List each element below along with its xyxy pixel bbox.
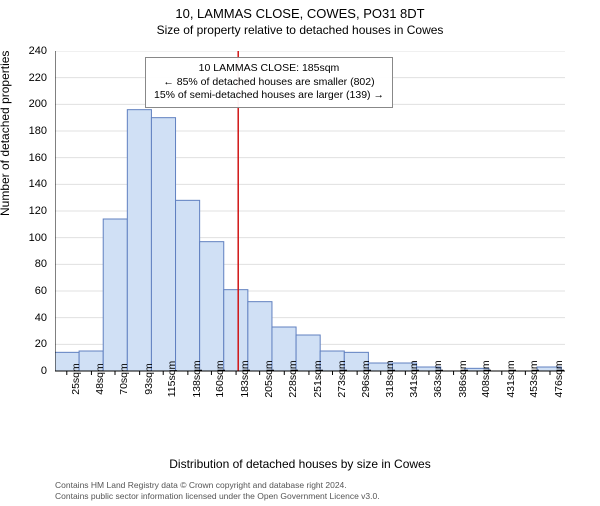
xtick-label: 115sqm (166, 361, 178, 398)
xtick-label: 453sqm (528, 360, 540, 397)
ytick-label: 0 (17, 365, 47, 377)
xtick-label: 205sqm (263, 360, 275, 397)
annotation-line-3: 15% of semi-detached houses are larger (… (154, 89, 384, 103)
xtick-label: 138sqm (191, 360, 203, 397)
x-axis-label: Distribution of detached houses by size … (0, 457, 600, 471)
xtick-label: 273sqm (336, 360, 348, 397)
chart-area: 10 LAMMAS CLOSE: 185sqm ← 85% of detache… (55, 51, 565, 426)
annotation-box: 10 LAMMAS CLOSE: 185sqm ← 85% of detache… (145, 57, 393, 108)
ytick-label: 100 (17, 232, 47, 244)
xtick-label: 363sqm (432, 360, 444, 397)
xtick-label: 476sqm (553, 360, 565, 397)
footer-attribution: Contains HM Land Registry data © Crown c… (55, 480, 580, 502)
ytick-label: 180 (17, 125, 47, 137)
annotation-line-1: 10 LAMMAS CLOSE: 185sqm (154, 62, 384, 76)
xtick-label: 251sqm (312, 360, 324, 397)
xtick-label: 183sqm (239, 360, 251, 397)
ytick-label: 200 (17, 98, 47, 110)
xtick-label: 48sqm (94, 363, 106, 395)
xtick-label: 431sqm (505, 360, 517, 397)
xtick-label: 296sqm (360, 360, 372, 397)
ytick-label: 220 (17, 72, 47, 84)
xtick-label: 386sqm (457, 360, 469, 397)
page-title-2: Size of property relative to detached ho… (0, 23, 600, 37)
annotation-line-2: ← 85% of detached houses are smaller (80… (154, 76, 384, 90)
ytick-label: 240 (17, 45, 47, 57)
ytick-label: 80 (17, 258, 47, 270)
y-axis-label: Number of detached properties (0, 51, 12, 216)
xtick-label: 228sqm (287, 360, 299, 397)
xtick-label: 25sqm (70, 363, 82, 395)
xtick-label: 318sqm (384, 360, 396, 397)
ytick-label: 160 (17, 152, 47, 164)
page-title-1: 10, LAMMAS CLOSE, COWES, PO31 8DT (0, 6, 600, 21)
ytick-label: 120 (17, 205, 47, 217)
xtick-label: 160sqm (214, 360, 226, 397)
footer-line-1: Contains HM Land Registry data © Crown c… (55, 480, 580, 491)
ytick-label: 20 (17, 338, 47, 350)
ytick-label: 140 (17, 178, 47, 190)
xtick-label: 93sqm (143, 363, 155, 395)
xtick-label: 408sqm (480, 360, 492, 397)
xtick-label: 70sqm (118, 363, 130, 395)
ytick-label: 40 (17, 312, 47, 324)
ytick-label: 60 (17, 285, 47, 297)
xtick-label: 341sqm (408, 360, 420, 397)
footer-line-2: Contains public sector information licen… (55, 491, 580, 502)
